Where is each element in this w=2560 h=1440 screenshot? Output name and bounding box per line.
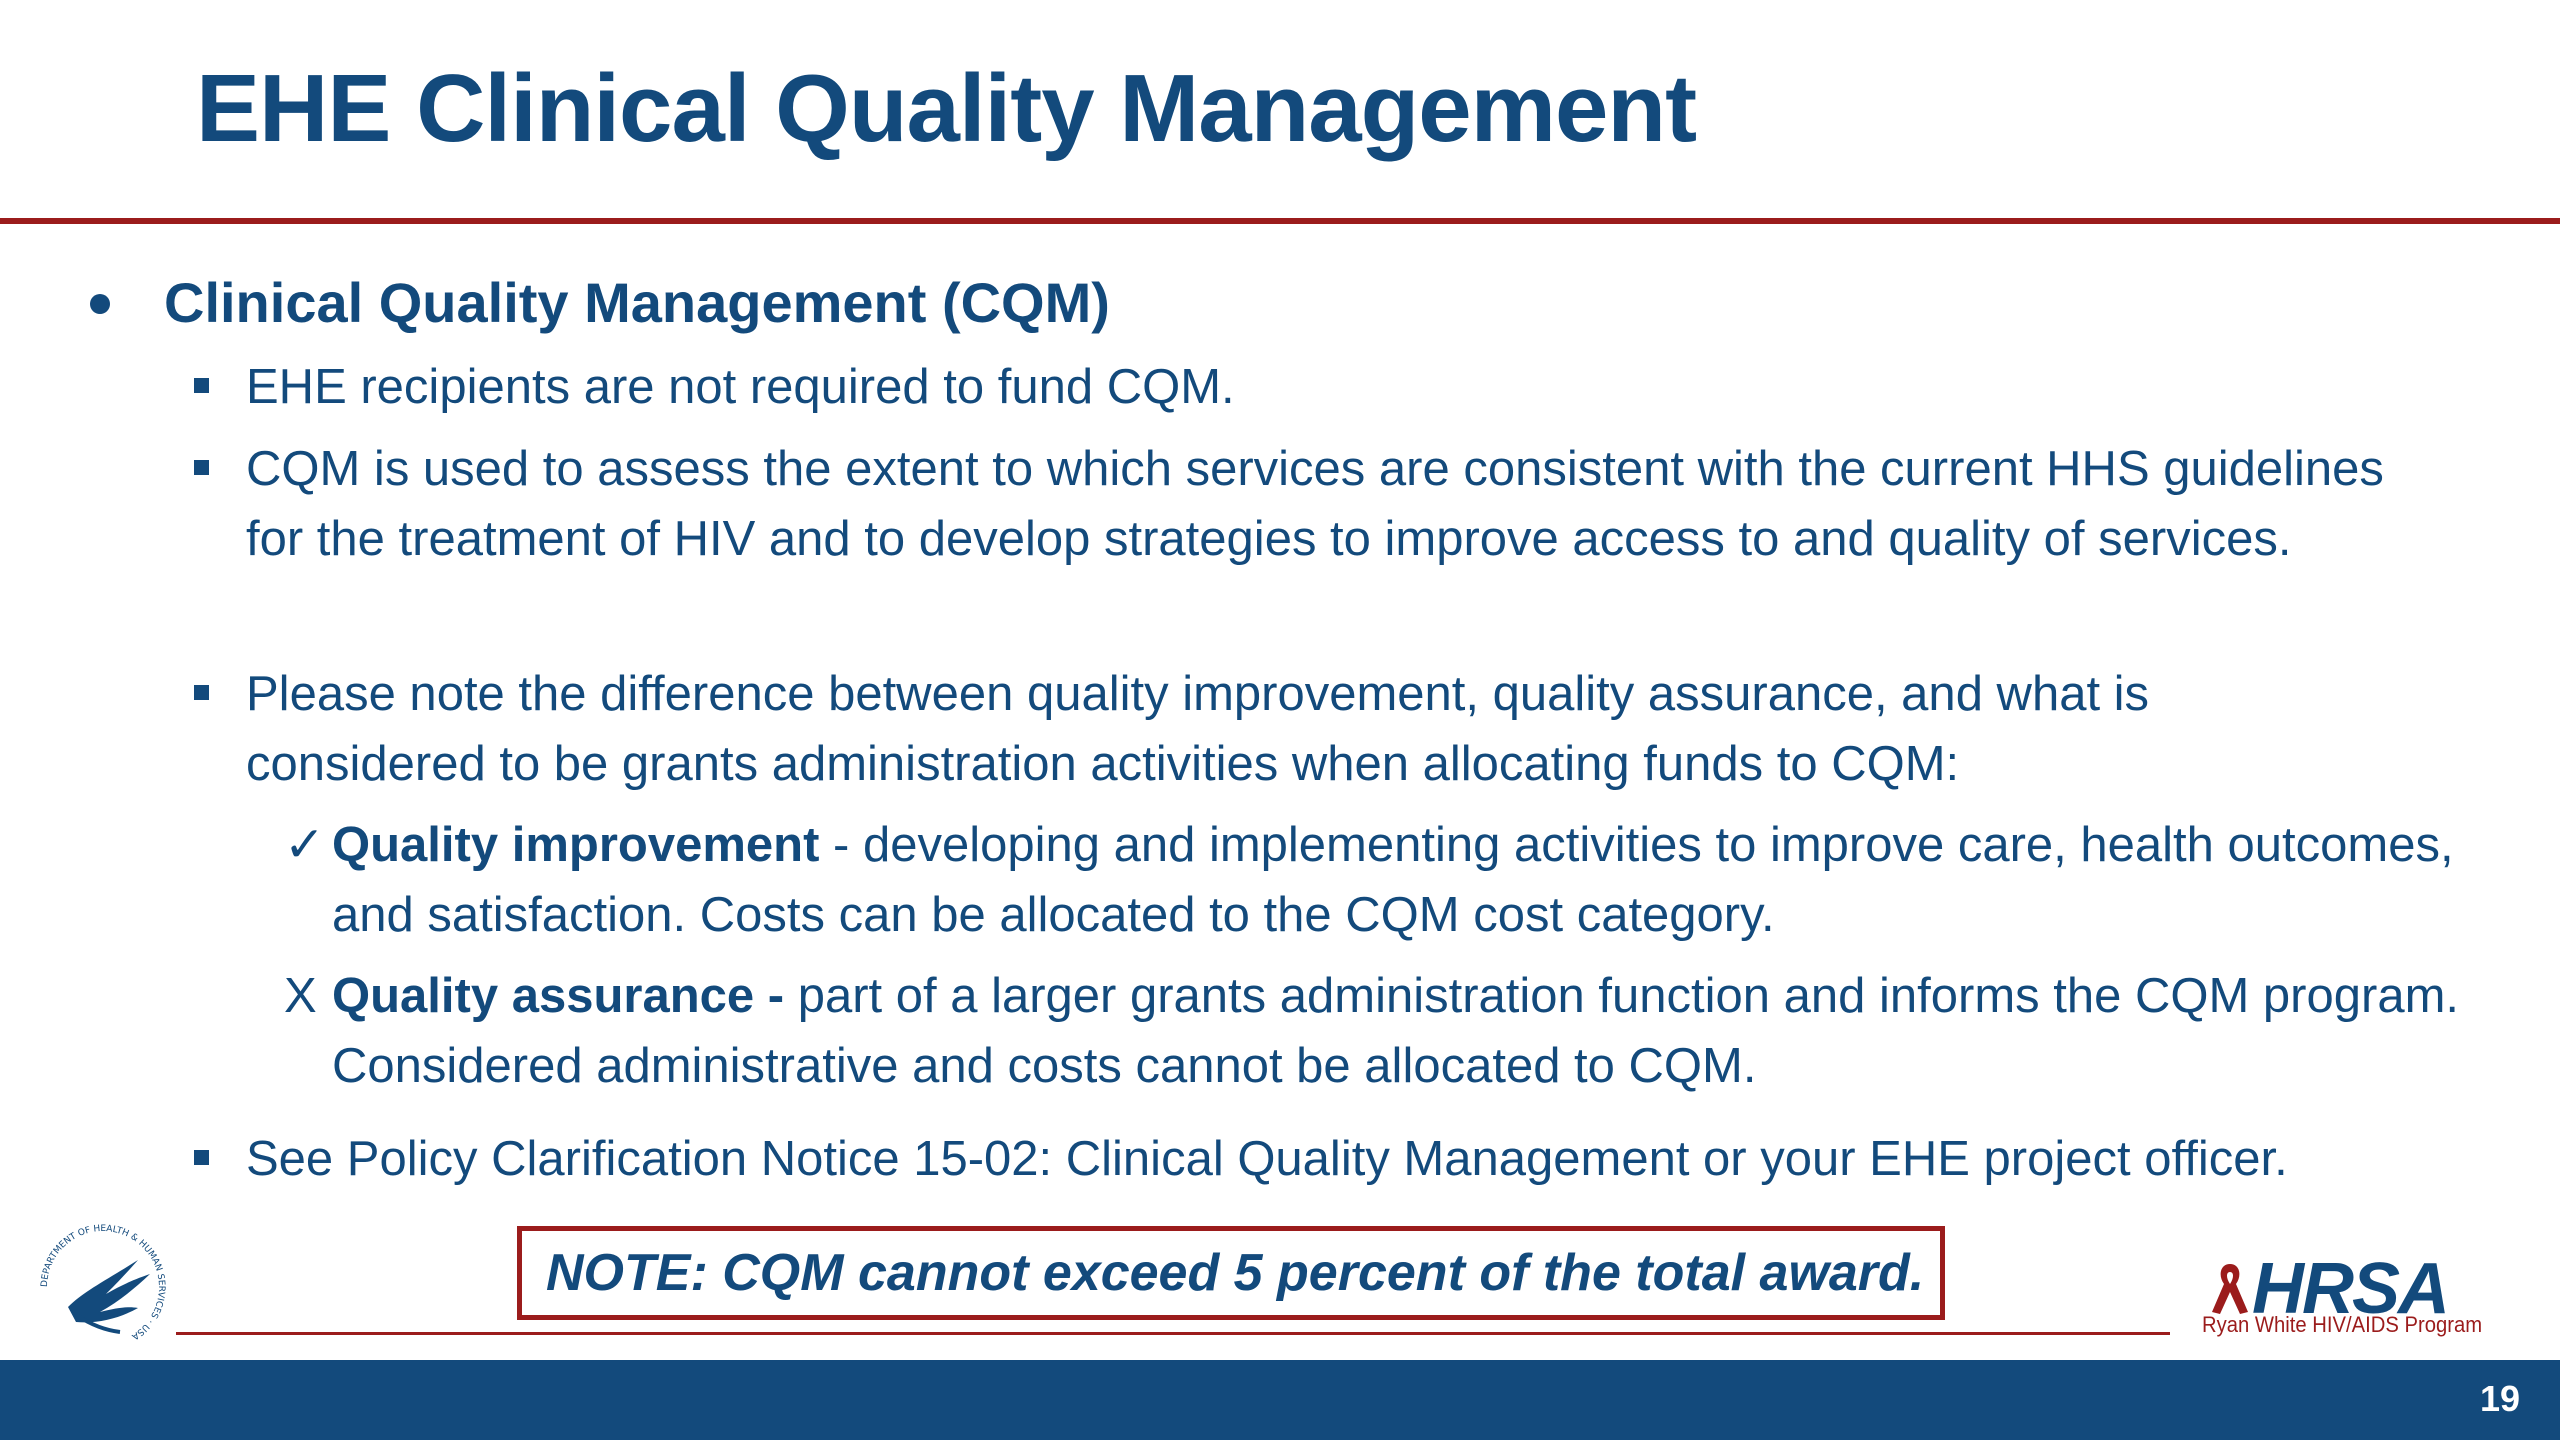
hrsa-wordmark: HRSA — [2252, 1249, 2450, 1329]
square-bullet-icon — [194, 378, 209, 393]
sub-bullet-text: CQM is used to assess the extent to whic… — [246, 442, 2384, 566]
quality-improvement-desc: - developing and implementing activities… — [332, 818, 2454, 942]
slide-title: EHE Clinical Quality Management — [196, 55, 1697, 162]
square-bullet-icon — [194, 460, 209, 475]
hhs-seal-logo: DEPARTMENT OF HEALTH & HUMAN SERVICES · … — [40, 1224, 166, 1342]
square-bullet-icon — [194, 1150, 209, 1165]
square-bullet-icon — [194, 685, 209, 700]
quality-assurance-term: Quality assurance - — [332, 969, 785, 1023]
footer-bar: 19 — [0, 1360, 2560, 1440]
hrsa-program-name: Ryan White HIV/AIDS Program — [2202, 1312, 2483, 1337]
checkmark-icon: ✓ — [284, 818, 326, 872]
hrsa-logo: HRSA Ryan White HIV/AIDS Program — [2200, 1249, 2500, 1352]
note-callout: NOTE: CQM cannot exceed 5 percent of the… — [517, 1226, 1945, 1320]
quality-improvement-term: Quality improvement — [332, 818, 820, 872]
heading-text: Clinical Quality Management (CQM) — [164, 271, 1110, 334]
sub-bullet-text: Please note the difference between quali… — [246, 667, 2150, 791]
bullet-dot-icon — [90, 294, 110, 314]
footer-divider — [176, 1332, 2170, 1335]
quality-assurance-desc: part of a larger grants administration f… — [332, 969, 2460, 1093]
sub-bullet-text: EHE recipients are not required to fund … — [246, 360, 1235, 414]
title-divider — [0, 218, 2560, 224]
quality-improvement-text: Quality improvement - developing and imp… — [332, 810, 2482, 950]
red-ribbon-icon — [2212, 1264, 2248, 1314]
quality-assurance-text: Quality assurance - part of a larger gra… — [332, 961, 2482, 1101]
page-number: 19 — [2479, 1378, 2520, 1419]
note-text: NOTE: CQM cannot exceed 5 percent of the… — [546, 1244, 1925, 1302]
cross-icon: X — [284, 969, 317, 1023]
sub-bullet-text: See Policy Clarification Notice 15-02: C… — [246, 1132, 2288, 1186]
